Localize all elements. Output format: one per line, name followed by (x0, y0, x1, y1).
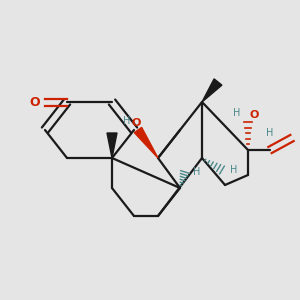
Text: H: H (123, 116, 130, 126)
Text: H: H (230, 165, 237, 175)
Text: O: O (131, 118, 141, 128)
Text: O: O (30, 95, 40, 109)
Text: H: H (266, 128, 274, 138)
Polygon shape (202, 79, 222, 102)
Text: H: H (193, 167, 200, 177)
Text: O: O (250, 110, 260, 120)
Polygon shape (134, 128, 158, 158)
Text: H: H (232, 108, 240, 118)
Polygon shape (107, 133, 117, 158)
